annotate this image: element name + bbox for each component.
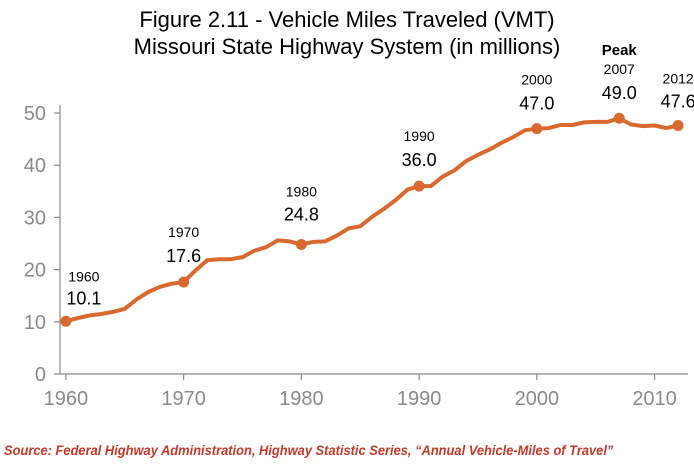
data-labels: 1960 10.1 1970 17.6 1980 24.8 1990 36.0 2000 47.0… [66, 42, 694, 308]
x-tick-label: 1970 [161, 388, 206, 410]
y-tick-label: 30 [24, 207, 46, 229]
x-tick-label: 2010 [632, 388, 677, 410]
label-note-2007: Peak [602, 42, 638, 59]
label-year-1980: 1980 [286, 184, 317, 200]
y-tick-label: 10 [24, 312, 46, 334]
y-tick-label: 20 [24, 260, 46, 282]
marker-2012 [672, 120, 684, 132]
label-year-1960: 1960 [68, 268, 99, 284]
label-year-1990: 1990 [404, 128, 435, 144]
x-tick-label: 2000 [515, 388, 560, 410]
label-value-2007: 49.0 [602, 83, 637, 103]
label-value-1960: 10.1 [66, 288, 101, 308]
label-value-1990: 36.0 [402, 150, 437, 170]
x-tick-label: 1990 [397, 388, 442, 410]
x-tick-label: 1980 [279, 388, 324, 410]
y-tick-label: 0 [35, 364, 46, 386]
series-line [63, 116, 681, 324]
source-note: Source: Federal Highway Administration, … [4, 442, 614, 458]
y-tick-label: 50 [24, 103, 46, 125]
markers [60, 112, 684, 327]
marker-2007 [613, 112, 625, 124]
label-value-1980: 24.8 [284, 205, 319, 225]
chart-title-line2: Missouri State Highway System (in millio… [134, 34, 561, 59]
marker-1970 [178, 276, 190, 288]
label-value-2012: 47.6 [661, 92, 694, 112]
y-tick-label: 40 [24, 155, 46, 177]
label-year-2012: 2012 [663, 71, 694, 87]
marker-2000 [531, 123, 543, 135]
label-value-2000: 47.0 [519, 94, 554, 114]
marker-1960 [60, 315, 72, 327]
label-value-1970: 17.6 [166, 246, 201, 266]
label-year-2000: 2000 [521, 72, 552, 88]
marker-1980 [295, 239, 307, 251]
x-tick-label: 1960 [44, 388, 89, 410]
label-year-1970: 1970 [168, 224, 199, 240]
chart-title-line1: Figure 2.11 - Vehicle Miles Traveled (VM… [139, 7, 554, 32]
vmt-series-line [63, 116, 681, 324]
marker-1990 [413, 180, 425, 192]
axes: 0 10 20 30 40 50 1960 1970 1980 1990 2000 2010 [24, 103, 688, 410]
label-year-2007: 2007 [604, 61, 635, 77]
